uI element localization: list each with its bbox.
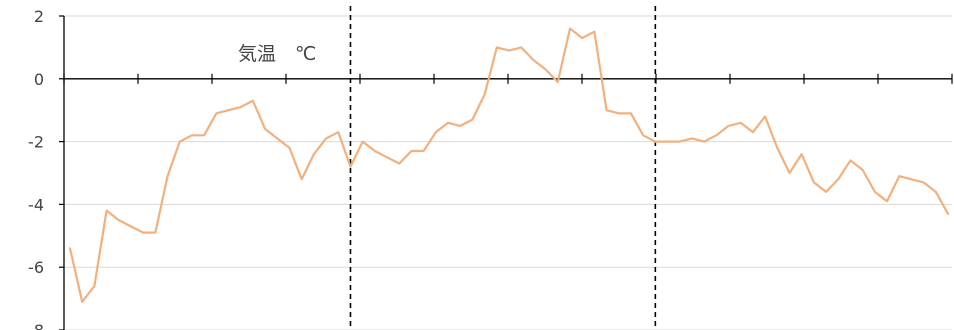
y-tick-labels: 2 0 -2 -4 -6 -8 <box>28 7 44 330</box>
data-point <box>569 27 571 29</box>
data-point <box>179 140 181 142</box>
data-point <box>910 178 912 180</box>
gridlines <box>64 15 952 330</box>
data-point <box>666 140 668 142</box>
data-point <box>386 156 388 158</box>
data-point <box>581 37 583 39</box>
y-tick-label: -4 <box>28 195 44 214</box>
y-tick-label: -6 <box>28 258 44 277</box>
data-point <box>215 112 217 114</box>
data-point <box>313 153 315 155</box>
data-point <box>142 231 144 233</box>
data-point <box>191 134 193 136</box>
data-point <box>276 137 278 139</box>
data-point <box>496 46 498 48</box>
data-point <box>118 219 120 221</box>
data-point <box>544 68 546 70</box>
data-point <box>727 125 729 127</box>
data-point <box>105 209 107 211</box>
data-point <box>776 147 778 149</box>
data-point <box>361 140 363 142</box>
data-point <box>630 112 632 114</box>
data-point <box>935 191 937 193</box>
data-point <box>800 153 802 155</box>
data-point <box>861 169 863 171</box>
data-point <box>81 301 83 303</box>
data-point <box>849 159 851 161</box>
data-point <box>715 134 717 136</box>
y-tick-label: 2 <box>34 7 44 26</box>
data-point <box>520 46 522 48</box>
data-point <box>691 137 693 139</box>
data-point <box>398 162 400 164</box>
data-point <box>679 140 681 142</box>
data-point <box>764 115 766 117</box>
data-point <box>374 150 376 152</box>
data-point <box>532 59 534 61</box>
data-point <box>947 213 949 215</box>
data-point <box>166 175 168 177</box>
data-point <box>447 122 449 124</box>
data-point <box>593 31 595 33</box>
data-point <box>788 172 790 174</box>
data-point <box>739 122 741 124</box>
temperature-series-line <box>68 27 950 303</box>
data-point <box>483 93 485 95</box>
data-point <box>605 109 607 111</box>
data-point <box>240 106 242 108</box>
y-tick-label: -2 <box>28 133 44 152</box>
data-point <box>471 118 473 120</box>
data-point <box>337 131 339 133</box>
data-point <box>349 166 351 168</box>
data-point <box>422 150 424 152</box>
data-point <box>813 181 815 183</box>
data-point <box>154 231 156 233</box>
data-point <box>325 137 327 139</box>
data-point <box>898 175 900 177</box>
data-point <box>703 140 705 142</box>
data-point <box>618 112 620 114</box>
data-point <box>203 134 205 136</box>
series-layer <box>68 27 950 303</box>
data-point <box>288 147 290 149</box>
data-point <box>508 49 510 51</box>
data-point <box>557 81 559 83</box>
data-point <box>227 109 229 111</box>
data-point <box>837 178 839 180</box>
y-tick-label: -8 <box>28 321 44 330</box>
period-divider-lines <box>349 6 657 330</box>
data-point <box>252 100 254 102</box>
data-point <box>264 128 266 130</box>
data-point <box>69 247 71 249</box>
axes <box>59 15 953 330</box>
data-point <box>922 181 924 183</box>
data-point <box>642 134 644 136</box>
data-point <box>130 225 132 227</box>
data-point <box>435 131 437 133</box>
data-point <box>410 150 412 152</box>
data-point <box>874 191 876 193</box>
data-point <box>93 285 95 287</box>
y-tick-label: 0 <box>34 70 44 89</box>
chart-title: 気温 ℃ <box>238 43 316 65</box>
data-point <box>825 191 827 193</box>
data-point <box>752 131 754 133</box>
data-point <box>654 140 656 142</box>
data-point <box>886 200 888 202</box>
data-point <box>459 125 461 127</box>
data-point <box>300 178 302 180</box>
